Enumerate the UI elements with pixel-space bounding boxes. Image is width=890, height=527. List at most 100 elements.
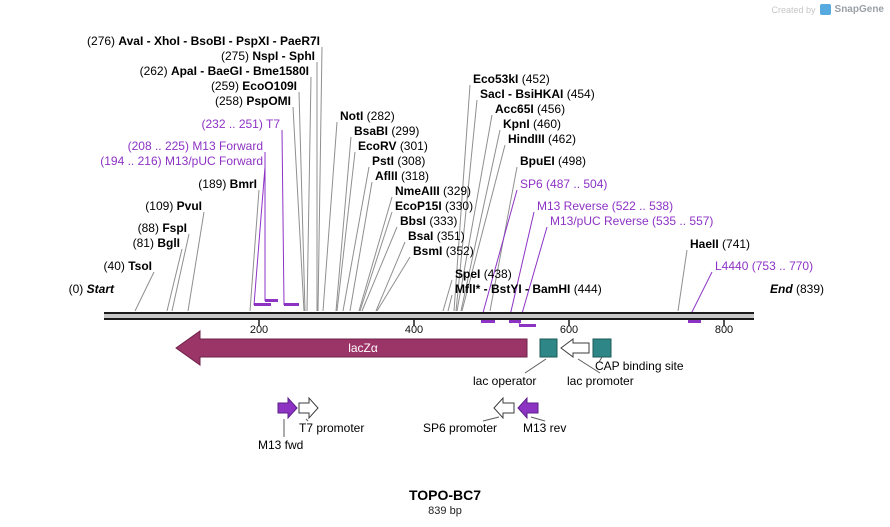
site-position: (352) bbox=[445, 244, 474, 258]
site-name: M13 Reverse bbox=[537, 199, 609, 213]
lacz-feature-label[interactable]: lacZα bbox=[348, 341, 378, 355]
site-name: T7 bbox=[265, 117, 280, 131]
site-position: (741) bbox=[722, 237, 751, 251]
primer-region-mark[interactable] bbox=[688, 320, 701, 323]
t7-promoter-arrow[interactable] bbox=[298, 396, 319, 420]
site-position: (308) bbox=[397, 154, 426, 168]
m13-rev-arrow[interactable] bbox=[517, 396, 539, 420]
enzyme-label-hindiii[interactable]: HindIII (462) bbox=[508, 133, 576, 146]
enzyme-label-bgli[interactable]: (81) BglI bbox=[133, 237, 180, 250]
start-text: Start bbox=[86, 282, 114, 296]
lac-operator-box[interactable] bbox=[539, 338, 558, 358]
t7-promoter-label[interactable]: T7 promoter bbox=[299, 421, 365, 435]
primer-region-mark[interactable] bbox=[284, 303, 299, 306]
enzyme-leader-line bbox=[453, 84, 471, 312]
axis-tick-label: 600 bbox=[559, 324, 579, 336]
primer-region-mark[interactable] bbox=[509, 320, 521, 323]
enzyme-label-apai-baegi-bme1580i[interactable]: (262) ApaI - BaeGI - Bme1580I bbox=[140, 65, 309, 78]
plasmid-name: TOPO-BC7 bbox=[408, 487, 482, 503]
primer-label-t7[interactable]: (232 .. 251) T7 bbox=[201, 118, 280, 131]
enzyme-label-bsabi[interactable]: BsaBI (299) bbox=[354, 125, 419, 138]
site-name: MflI* - BstYI - BamHI bbox=[455, 282, 571, 296]
primer-label-m13-puc-reverse[interactable]: M13/pUC Reverse (535 .. 557) bbox=[550, 215, 713, 228]
enzyme-label-noti[interactable]: NotI (282) bbox=[340, 110, 395, 123]
feature-connector-line bbox=[577, 358, 601, 374]
map-end-label[interactable]: End (839) bbox=[770, 283, 824, 296]
cap-binding-site-box[interactable] bbox=[592, 338, 612, 358]
primer-label-m13-reverse[interactable]: M13 Reverse (522 .. 538) bbox=[537, 200, 673, 213]
lacz-arrow[interactable] bbox=[175, 330, 528, 366]
m13-rev-label[interactable]: M13 rev bbox=[523, 421, 567, 435]
cap-binding-site-label[interactable]: CAP binding site bbox=[595, 359, 684, 373]
enzyme-label-bmri[interactable]: (189) BmrI bbox=[198, 178, 257, 191]
enzyme-label-ecop15i[interactable]: EcoP15I (330) bbox=[395, 200, 473, 213]
enzyme-leader-line bbox=[249, 189, 260, 312]
enzyme-label-acc65i[interactable]: Acc65I (456) bbox=[495, 103, 565, 116]
primer-label-l4440[interactable]: L4440 (753 .. 770) bbox=[715, 260, 813, 273]
primer-region-mark[interactable] bbox=[519, 324, 536, 327]
site-position: (753 .. 770) bbox=[751, 259, 814, 273]
site-name: PstI bbox=[372, 154, 395, 168]
enzyme-label-fspi[interactable]: (88) FspI bbox=[138, 222, 187, 235]
enzyme-label-psti[interactable]: PstI (308) bbox=[372, 155, 425, 168]
site-name: SpeI bbox=[455, 267, 481, 281]
site-position: (454) bbox=[566, 87, 595, 101]
primer-region-mark[interactable] bbox=[254, 303, 271, 306]
site-position: (462) bbox=[548, 132, 577, 146]
enzyme-label-mfli-bstyi-bamhi[interactable]: MflI* - BstYI - BamHI (444) bbox=[455, 283, 602, 296]
enzyme-label-ecorv[interactable]: EcoRV (301) bbox=[358, 140, 428, 153]
watermark-brand: SnapGene bbox=[834, 4, 884, 15]
sequence-line[interactable] bbox=[104, 312, 754, 314]
lac-promoter-arrow[interactable] bbox=[560, 338, 590, 358]
site-position: (456) bbox=[537, 102, 566, 116]
enzyme-label-pvui[interactable]: (109) PvuI bbox=[145, 200, 202, 213]
m13-fwd-label[interactable]: M13 fwd bbox=[258, 438, 304, 452]
enzyme-label-saci-bsihkai[interactable]: SacI - BsiHKAI (454) bbox=[480, 88, 595, 101]
sp6-promoter-label[interactable]: SP6 promoter bbox=[423, 421, 498, 435]
enzyme-leader-line bbox=[358, 196, 393, 312]
site-position: (189) bbox=[198, 177, 227, 191]
m13-fwd-arrow[interactable] bbox=[277, 396, 298, 420]
site-name: PvuI bbox=[176, 199, 202, 213]
enzyme-label-bsai[interactable]: BsaI (351) bbox=[408, 230, 465, 243]
lac-promoter-label[interactable]: lac promoter bbox=[567, 374, 634, 388]
enzyme-label-spei[interactable]: SpeI (438) bbox=[455, 268, 512, 281]
feature-connector-line bbox=[305, 418, 309, 422]
enzyme-label-haeii[interactable]: HaeII (741) bbox=[690, 238, 750, 251]
enzyme-leader-line bbox=[336, 151, 356, 312]
site-position: (498) bbox=[558, 154, 587, 168]
enzyme-label-nmeaiii[interactable]: NmeAIII (329) bbox=[395, 185, 471, 198]
enzyme-label-kpni[interactable]: KpnI (460) bbox=[503, 118, 561, 131]
enzyme-label-aflii[interactable]: AflII (318) bbox=[375, 170, 429, 183]
enzyme-label-ecoo109i[interactable]: (259) EcoO109I bbox=[211, 80, 297, 93]
enzyme-label-bpuei[interactable]: BpuEI (498) bbox=[520, 155, 586, 168]
enzyme-label-bbsi[interactable]: BbsI (333) bbox=[400, 215, 457, 228]
sp6-promoter-arrow[interactable] bbox=[493, 396, 515, 420]
primer-region-mark[interactable] bbox=[265, 299, 278, 302]
site-position: (444) bbox=[573, 282, 602, 296]
site-name: HaeII bbox=[690, 237, 719, 251]
site-name: ApaI - BaeGI - Bme1580I bbox=[170, 64, 309, 78]
enzyme-leader-line bbox=[171, 233, 190, 312]
enzyme-label-avai-xhoi-bsobi-pspxi-paer7i[interactable]: (276) AvaI - XhoI - BsoBI - PspXI - PaeR… bbox=[87, 35, 320, 48]
enzyme-label-tsoi[interactable]: (40) TsoI bbox=[104, 260, 152, 273]
site-position: (487 .. 504) bbox=[546, 177, 608, 191]
primer-region-mark[interactable] bbox=[481, 320, 495, 323]
snapgene-logo-icon bbox=[819, 4, 831, 15]
lac-operator-label[interactable]: lac operator bbox=[473, 374, 537, 388]
primer-label-m13-puc-forward[interactable]: (194 .. 216) M13/pUC Forward bbox=[100, 155, 263, 168]
enzyme-label-eco53ki[interactable]: Eco53kI (452) bbox=[473, 73, 550, 86]
map-start-label[interactable]: (0) Start bbox=[69, 283, 114, 296]
primer-label-sp6[interactable]: SP6 (487 .. 504) bbox=[520, 178, 607, 191]
sequence-line[interactable] bbox=[104, 318, 754, 320]
site-name: SacI - BsiHKAI bbox=[480, 87, 564, 101]
enzyme-label-pspomi[interactable]: (258) PspOMI bbox=[215, 95, 291, 108]
enzyme-label-bsmi[interactable]: BsmI (352) bbox=[413, 245, 474, 258]
site-name: EcoP15I bbox=[395, 199, 442, 213]
site-position: (301) bbox=[399, 139, 428, 153]
site-name: EcoRV bbox=[358, 139, 397, 153]
enzyme-leader-line bbox=[442, 279, 453, 312]
primer-label-m13-forward[interactable]: (208 .. 225) M13 Forward bbox=[128, 140, 263, 153]
enzyme-label-nspi-sphi[interactable]: (275) NspI - SphI bbox=[221, 50, 315, 63]
